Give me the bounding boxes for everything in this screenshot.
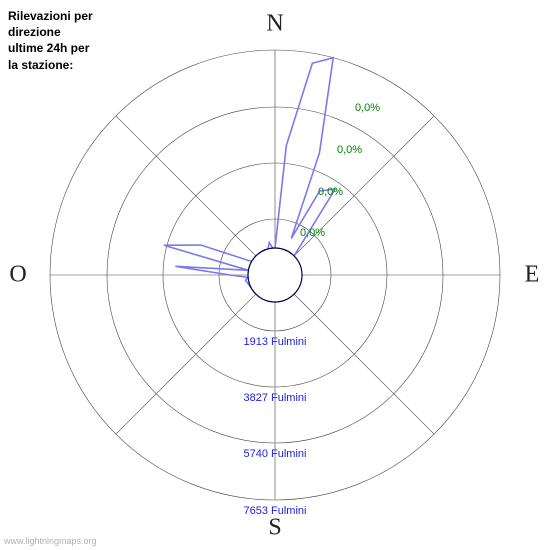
chart-container: Rilevazioni per direzione ultime 24h per… [0,0,550,550]
percent-label: 0,0% [318,186,343,198]
credit-text: www.lightningmaps.org [4,536,97,546]
cardinal-s: S [268,515,281,542]
percent-label: 0,0% [337,144,362,156]
polar-plot: 1913 Fulmini3827 Fulmini5740 Fulmini7653… [0,0,550,550]
ring-label: 5740 Fulmini [244,448,307,460]
ring-label: 1913 Fulmini [244,336,307,348]
ring-label: 3827 Fulmini [244,392,307,404]
cardinal-e: E [525,262,540,289]
cardinal-n: N [266,11,283,38]
cardinal-o: O [9,262,26,289]
percent-label: 0,0% [300,227,325,239]
percent-label: 0,0% [355,102,380,114]
